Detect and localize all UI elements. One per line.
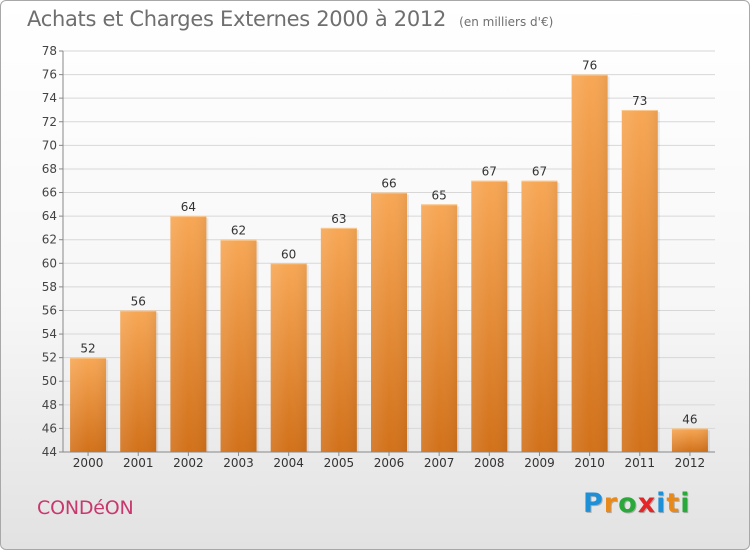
xtick-label-2006: 2006: [374, 456, 405, 470]
xtick-label-2005: 2005: [324, 456, 355, 470]
logo-letter: r: [603, 488, 619, 519]
proxiti-logo: Proxiti: [583, 488, 691, 519]
bar-shine-2004: [270, 263, 307, 452]
axes: 44 46 48 50 52 54 56 58 60 62 64 66 68 70 72 74 76 78 2000…: [42, 44, 715, 470]
value-label-2006: 66: [381, 177, 396, 191]
value-label-2010: 76: [582, 59, 597, 73]
bar-shine-2012: [671, 428, 708, 452]
ytick-label-78: 78: [42, 44, 57, 58]
xtick-label-2008: 2008: [474, 456, 505, 470]
ytick-label-48: 48: [42, 398, 57, 412]
value-label-2009: 67: [532, 165, 547, 179]
logo-letter: P: [583, 488, 604, 519]
value-label-2003: 62: [231, 224, 246, 238]
logo-letter: i: [656, 488, 667, 519]
bar-shine-2006: [371, 192, 407, 452]
chart-header: Achats et Charges Externes 2000 à 2012 (…: [27, 7, 553, 31]
value-label-2005: 63: [331, 212, 346, 226]
value-label-2002: 64: [181, 200, 196, 214]
ytick-label-74: 74: [42, 91, 57, 105]
value-label-2011: 73: [632, 94, 647, 108]
xtick-label-2004: 2004: [273, 456, 304, 470]
ytick-label-70: 70: [42, 138, 57, 152]
bar-shine-2002: [170, 216, 207, 452]
xtick-label-2000: 2000: [73, 456, 104, 470]
value-label-2004: 60: [281, 247, 296, 261]
logo-letter: i: [680, 488, 691, 519]
xtick-label-2002: 2002: [173, 456, 204, 470]
bar-shine-2009: [521, 180, 558, 452]
value-label-2001: 56: [131, 294, 146, 308]
value-label-2000: 52: [80, 342, 95, 356]
ytick-label-52: 52: [42, 351, 57, 365]
value-label-2012: 46: [682, 412, 697, 426]
ytick-label-58: 58: [42, 280, 57, 294]
xtick-label-2012: 2012: [675, 456, 706, 470]
chart-unit: (en milliers d'€): [459, 15, 554, 29]
bar-shine-2003: [220, 239, 257, 452]
ytick-label-76: 76: [42, 68, 57, 82]
ytick-label-46: 46: [42, 421, 57, 435]
logo-letter: x: [637, 488, 657, 519]
bars: [70, 74, 710, 453]
chart-title: Achats et Charges Externes 2000 à 2012: [27, 7, 447, 31]
bar-shine-2011: [621, 109, 658, 453]
bar-shine-2008: [471, 180, 508, 452]
bar-shine-2005: [320, 227, 357, 452]
commune-name: CONDéON: [37, 497, 134, 519]
xtick-label-2011: 2011: [624, 456, 655, 470]
logo-letter: t: [666, 488, 681, 519]
xtick-label-2001: 2001: [123, 456, 154, 470]
ytick-label-50: 50: [42, 374, 57, 388]
xtick-label-2007: 2007: [424, 456, 455, 470]
bar-shine-2007: [421, 204, 458, 452]
xtick-label-2010: 2010: [574, 456, 605, 470]
ytick-label-62: 62: [42, 233, 57, 247]
labels: 52 56 64 62 60 63 66 65 67 67 76 73 46: [80, 59, 697, 427]
ytick-label-44: 44: [42, 445, 57, 459]
ytick-label-66: 66: [42, 186, 57, 200]
ytick-label-54: 54: [42, 327, 57, 341]
value-label-2007: 65: [432, 188, 447, 202]
bar-shine-2001: [120, 310, 157, 452]
logo-letter: o: [618, 488, 638, 519]
bar-shine-2010: [571, 74, 608, 453]
bar-shine-2000: [70, 357, 107, 452]
value-label-2008: 67: [482, 165, 497, 179]
ytick-label-72: 72: [42, 115, 57, 129]
ytick-label-64: 64: [42, 209, 57, 223]
ytick-label-68: 68: [42, 162, 57, 176]
ytick-label-56: 56: [42, 303, 57, 317]
xtick-label-2009: 2009: [524, 456, 555, 470]
xtick-label-2003: 2003: [223, 456, 254, 470]
ytick-label-60: 60: [42, 256, 57, 270]
